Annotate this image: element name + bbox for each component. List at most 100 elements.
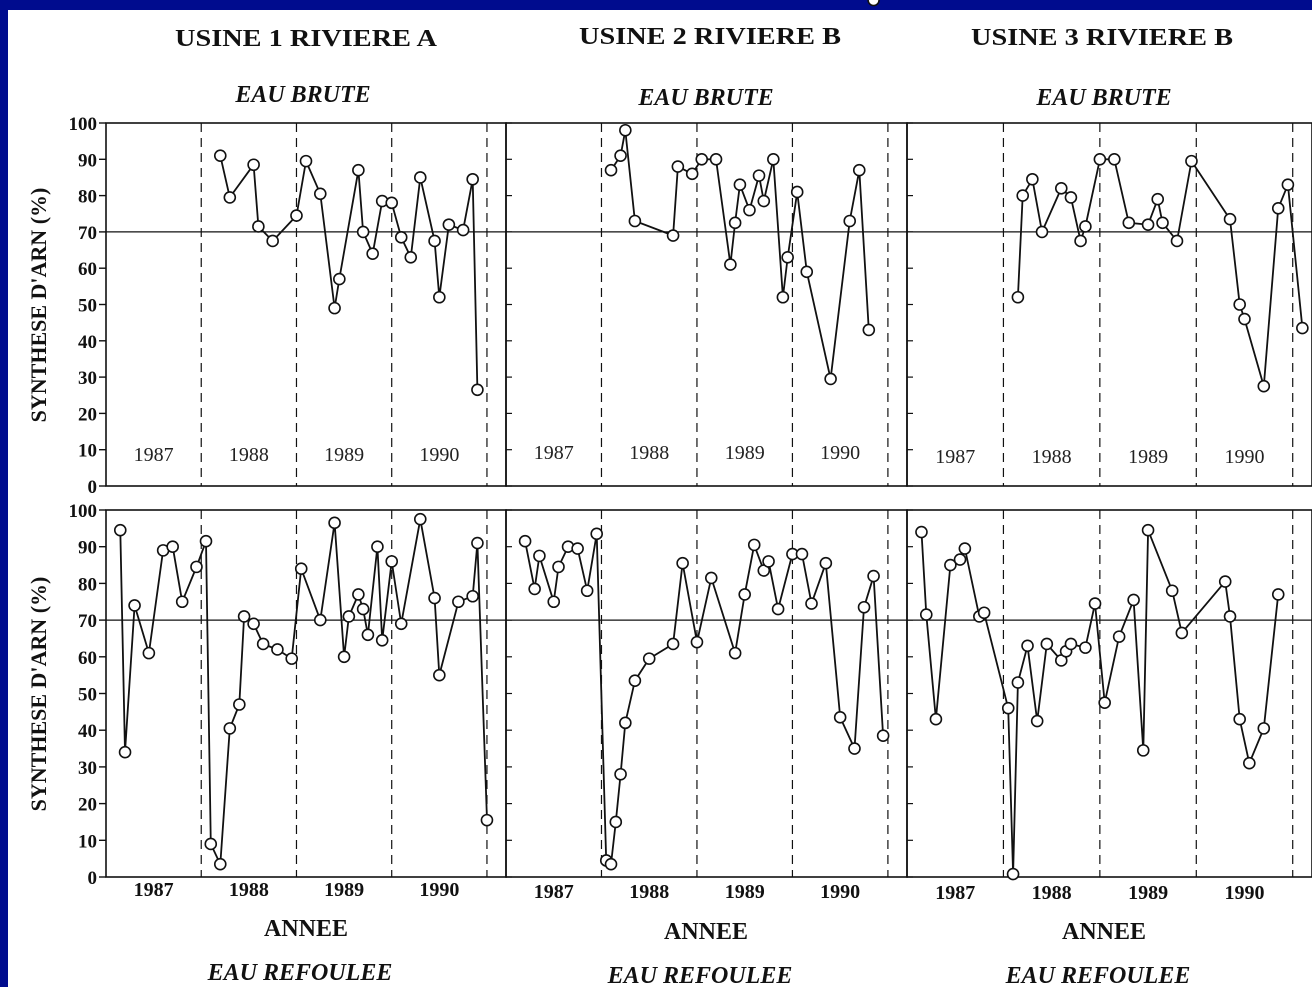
panel-brute-usine-1-point-22 [466, 172, 479, 186]
panel-refoulee-usine-3-point-0 [915, 525, 928, 539]
top-label-usine-3: EAU BRUTE [1035, 85, 1171, 111]
panel-refoulee-usine-2-point-22 [747, 538, 761, 552]
panel-refoulee-usine-1-y-tick-label-90: 90 [78, 538, 97, 559]
panel-refoulee-usine-1-y-tick-label-80: 80 [78, 574, 97, 595]
panel-brute-usine-3-point-2 [1026, 172, 1039, 186]
panel-refoulee-usine-2-point-18 [690, 635, 704, 649]
panel-brute-usine-1-point-16 [404, 251, 418, 264]
panel-refoulee-usine-1-y-tick-label-100: 100 [69, 501, 98, 522]
panel-brute-usine-3-point-7 [1079, 220, 1092, 233]
panel-brute-usine-2-point-2 [619, 123, 632, 137]
panel-refoulee-usine-3-point-16 [1064, 637, 1078, 651]
panel-brute-usine-3-point-0 [1011, 290, 1025, 304]
panel-refoulee-usine-3-point-7 [977, 606, 991, 620]
panel-brute-usine-3-point-8 [1093, 153, 1107, 166]
panel-refoulee-usine-1-point-33 [452, 595, 465, 609]
panel-brute-usine-1-y-tick-label-70: 70 [78, 223, 97, 244]
panel-refoulee-usine-2-year-label-1989: 1989 [725, 881, 765, 903]
panel-brute-usine-1-point-23 [471, 383, 484, 397]
panel-brute-usine-2-point-9 [724, 258, 737, 271]
panel-brute-usine-2-point-16 [776, 290, 790, 304]
y-axis-label-bottom: SYNTHESE D'ARN (%) [26, 577, 51, 812]
panel-refoulee-usine-3-point-13 [1040, 637, 1054, 651]
panel-brute-usine-2-point-15 [767, 153, 780, 166]
panel-refoulee-usine-3-point-25 [1175, 626, 1189, 640]
panel-refoulee-usine-1-point-10 [213, 857, 227, 871]
panel-refoulee-usine-1-point-22 [342, 610, 356, 623]
panel-refoulee-usine-3-point-31 [1271, 588, 1285, 601]
panel-brute-usine-1-point-21 [456, 223, 470, 237]
panel-refoulee-usine-1-point-17 [285, 652, 299, 665]
column-title-usine-3: USINE 3 RIVIERE B [971, 25, 1233, 51]
panel-refoulee-usine-3-point-26 [1218, 575, 1232, 588]
panel-brute-usine-2-point-10 [728, 216, 742, 230]
panel-brute-usine-1-series-line [219, 155, 479, 390]
panel-brute-usine-3-point-11 [1141, 218, 1155, 231]
panel-brute-usine-3-year-label-1988: 1988 [1032, 446, 1072, 468]
panel-brute-usine-3-point-21 [1281, 178, 1295, 192]
panel-refoulee-usine-1-point-13 [237, 610, 251, 623]
panel-brute-usine-3-point-3 [1035, 225, 1049, 239]
panel-brute-usine-1-y-tick-label-90: 90 [78, 150, 97, 171]
panel-refoulee-usine-2-point-32 [857, 600, 871, 614]
panel-brute-usine-2-point-17 [781, 251, 794, 264]
panel-brute-usine-3-point-6 [1074, 234, 1087, 248]
panel-refoulee-usine-2-point-4 [552, 560, 565, 574]
panel-refoulee-usine-1-point-3 [142, 646, 156, 660]
panel-refoulee-usine-2-point-24 [762, 555, 775, 568]
panel-refoulee-usine-1-point-19 [313, 613, 327, 627]
top-label-usine-2: EAU BRUTE [637, 85, 773, 111]
panel-refoulee-usine-3-point-21 [1127, 593, 1140, 607]
panel-refoulee-usine-1-point-7 [190, 560, 203, 574]
panel-refoulee-usine-1-point-8 [199, 534, 213, 548]
panel-refoulee-usine-1-point-15 [256, 637, 270, 651]
panel-brute-usine-2-point-7 [695, 153, 709, 166]
panel-refoulee-usine-2-point-19 [704, 571, 718, 585]
panel-refoulee-usine-3-point-23 [1141, 523, 1155, 537]
panel-brute-usine-3-point-17 [1233, 298, 1246, 311]
panel-brute-usine-2-point-8 [709, 153, 723, 166]
panel-refoulee-usine-1-year-label-1989: 1989 [324, 879, 364, 901]
panel-refoulee-usine-1-point-32 [433, 668, 446, 682]
panel-refoulee-usine-1-y-tick-label-0: 0 [88, 868, 98, 889]
panel-refoulee-usine-1-point-5 [166, 540, 179, 554]
panel-refoulee-usine-3-point-20 [1112, 630, 1126, 643]
panel-brute-usine-1-y-tick-label-10: 10 [78, 441, 97, 462]
panel-brute-usine-2-point-22 [852, 163, 866, 177]
panel-brute-usine-1-y-tick-label-40: 40 [78, 332, 97, 353]
panel-brute-usine-2-point-6 [685, 167, 699, 181]
panel-brute-usine-2-point-23 [862, 323, 876, 337]
panel-refoulee-usine-1-y-tick-label-40: 40 [78, 721, 97, 742]
panel-brute-usine-3-point-13 [1156, 216, 1169, 230]
top-label-usine-1: EAU BRUTE [234, 82, 370, 108]
panel-refoulee-usine-1-point-18 [294, 562, 308, 576]
panel-refoulee-usine-2-point-31 [848, 742, 861, 755]
panel-refoulee-usine-3-point-8 [1001, 701, 1015, 715]
panel-refoulee-usine-1-y-tick-label-10: 10 [78, 831, 97, 852]
panel-refoulee-usine-1-point-23 [352, 588, 365, 601]
panel-refoulee-usine-2-point-17 [676, 556, 689, 570]
panel-refoulee-usine-2-point-28 [805, 597, 818, 610]
panel-refoulee-usine-2-point-25 [771, 602, 785, 616]
panel-refoulee-usine-1-point-29 [394, 617, 408, 631]
panel-refoulee-usine-1-y-tick-label-70: 70 [78, 611, 97, 632]
panel-refoulee-usine-2-year-label-1988: 1988 [629, 881, 669, 903]
panel-refoulee-usine-1-point-1 [118, 745, 132, 759]
column-title-usine-2: USINE 2 RIVIERE B [579, 24, 841, 50]
panel-refoulee-usine-1-point-20 [328, 516, 341, 530]
panel-brute-usine-3-point-19 [1257, 379, 1271, 393]
panel-refoulee-usine-2-point-13 [619, 716, 632, 730]
panel-refoulee-usine-2-point-7 [580, 584, 594, 598]
panel-brute-usine-3-point-20 [1271, 202, 1285, 215]
panel-brute-usine-2-point-0 [604, 163, 618, 177]
panel-brute-usine-1-point-4 [266, 234, 279, 248]
panel-brute-usine-2-point-19 [800, 265, 814, 279]
panel-refoulee-usine-2-point-30 [833, 711, 847, 724]
panel-brute-usine-3-point-18 [1238, 312, 1251, 326]
panel-brute-usine-3-point-9 [1108, 153, 1121, 166]
panel-refoulee-usine-1-y-tick-label-30: 30 [78, 758, 97, 779]
panel-brute-usine-1-point-1 [223, 191, 237, 204]
panel-brute-usine-1-point-0 [213, 149, 227, 162]
